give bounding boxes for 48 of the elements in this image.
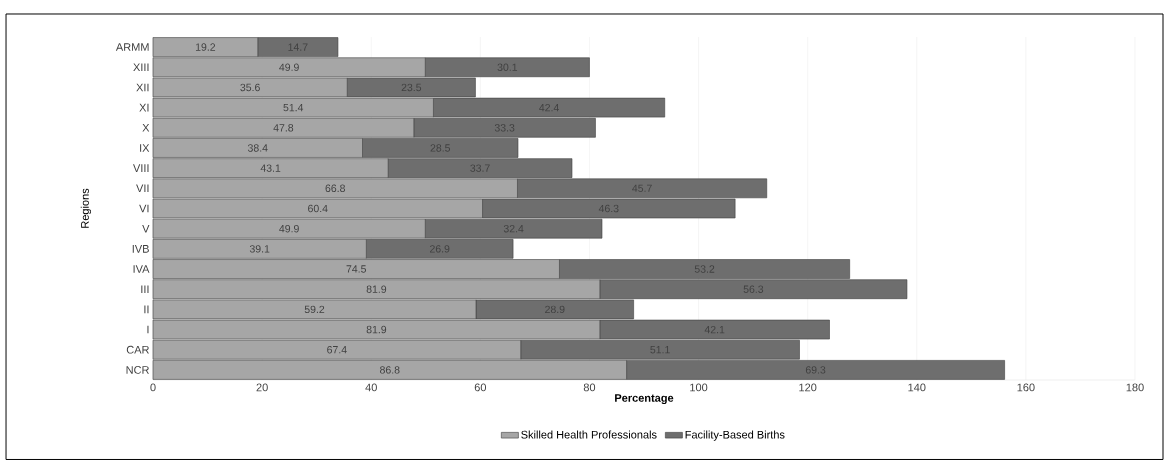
y-tick-label: V bbox=[142, 224, 150, 233]
x-tick-label: 40 bbox=[365, 383, 377, 392]
y-tick-label: I bbox=[147, 325, 149, 334]
data-label: 47.8 bbox=[273, 124, 294, 132]
data-label: 49.9 bbox=[279, 63, 299, 71]
data-label: 81.9 bbox=[366, 325, 387, 334]
y-tick-label: III bbox=[141, 285, 149, 293]
data-label: 81.9 bbox=[366, 285, 387, 293]
x-tick-label: 100 bbox=[690, 383, 708, 392]
x-tick-label: 80 bbox=[583, 383, 596, 392]
data-label: 74.5 bbox=[346, 265, 366, 273]
x-tick-label: 60 bbox=[474, 383, 487, 392]
data-label: 66.8 bbox=[325, 184, 345, 193]
y-tick-label: VIII bbox=[133, 164, 149, 172]
legend-label: Skilled Health Professionals bbox=[521, 430, 657, 439]
y-axis-title: Regions bbox=[80, 188, 91, 228]
x-tick-label: 140 bbox=[908, 383, 926, 392]
data-label: 59.2 bbox=[304, 305, 325, 314]
y-tick-label: XII bbox=[136, 83, 149, 92]
data-label: 86.8 bbox=[380, 366, 400, 374]
x-axis-title: Percentage bbox=[615, 394, 674, 405]
x-tick-label: 120 bbox=[799, 383, 817, 392]
y-tick-label: IVA bbox=[133, 265, 150, 273]
data-label: 39.1 bbox=[249, 245, 270, 253]
legend-label: Facility-Based Births bbox=[685, 430, 785, 441]
y-tick-label: IX bbox=[140, 144, 150, 152]
y-tick-label: ARMM bbox=[115, 43, 149, 51]
data-label: 67.4 bbox=[327, 346, 347, 354]
y-tick-label: VI bbox=[139, 204, 149, 213]
y-tick-label: CAR bbox=[126, 345, 149, 354]
data-label: 35.6 bbox=[240, 83, 260, 92]
data-label: 43.1 bbox=[260, 164, 281, 172]
x-tick-label: 160 bbox=[1017, 383, 1035, 392]
y-tick-label: X bbox=[142, 124, 150, 132]
data-label: 19.2 bbox=[195, 43, 216, 51]
y-tick-label: II bbox=[144, 305, 149, 314]
y-tick-label: XI bbox=[139, 103, 149, 112]
y-tick-label: IVB bbox=[132, 245, 149, 253]
data-label: 38.4 bbox=[247, 144, 268, 152]
x-tick-label: 180 bbox=[1126, 383, 1144, 392]
data-label: 51.4 bbox=[283, 103, 304, 112]
y-tick-label: VII bbox=[136, 184, 149, 193]
x-tick-label: 20 bbox=[256, 383, 268, 392]
y-tick-label: XIII bbox=[133, 63, 149, 72]
y-tick-label: NCR bbox=[126, 366, 149, 374]
data-label: 49.9 bbox=[279, 224, 299, 233]
data-label: 60.4 bbox=[308, 204, 328, 213]
x-tick-label: 0 bbox=[150, 383, 156, 392]
